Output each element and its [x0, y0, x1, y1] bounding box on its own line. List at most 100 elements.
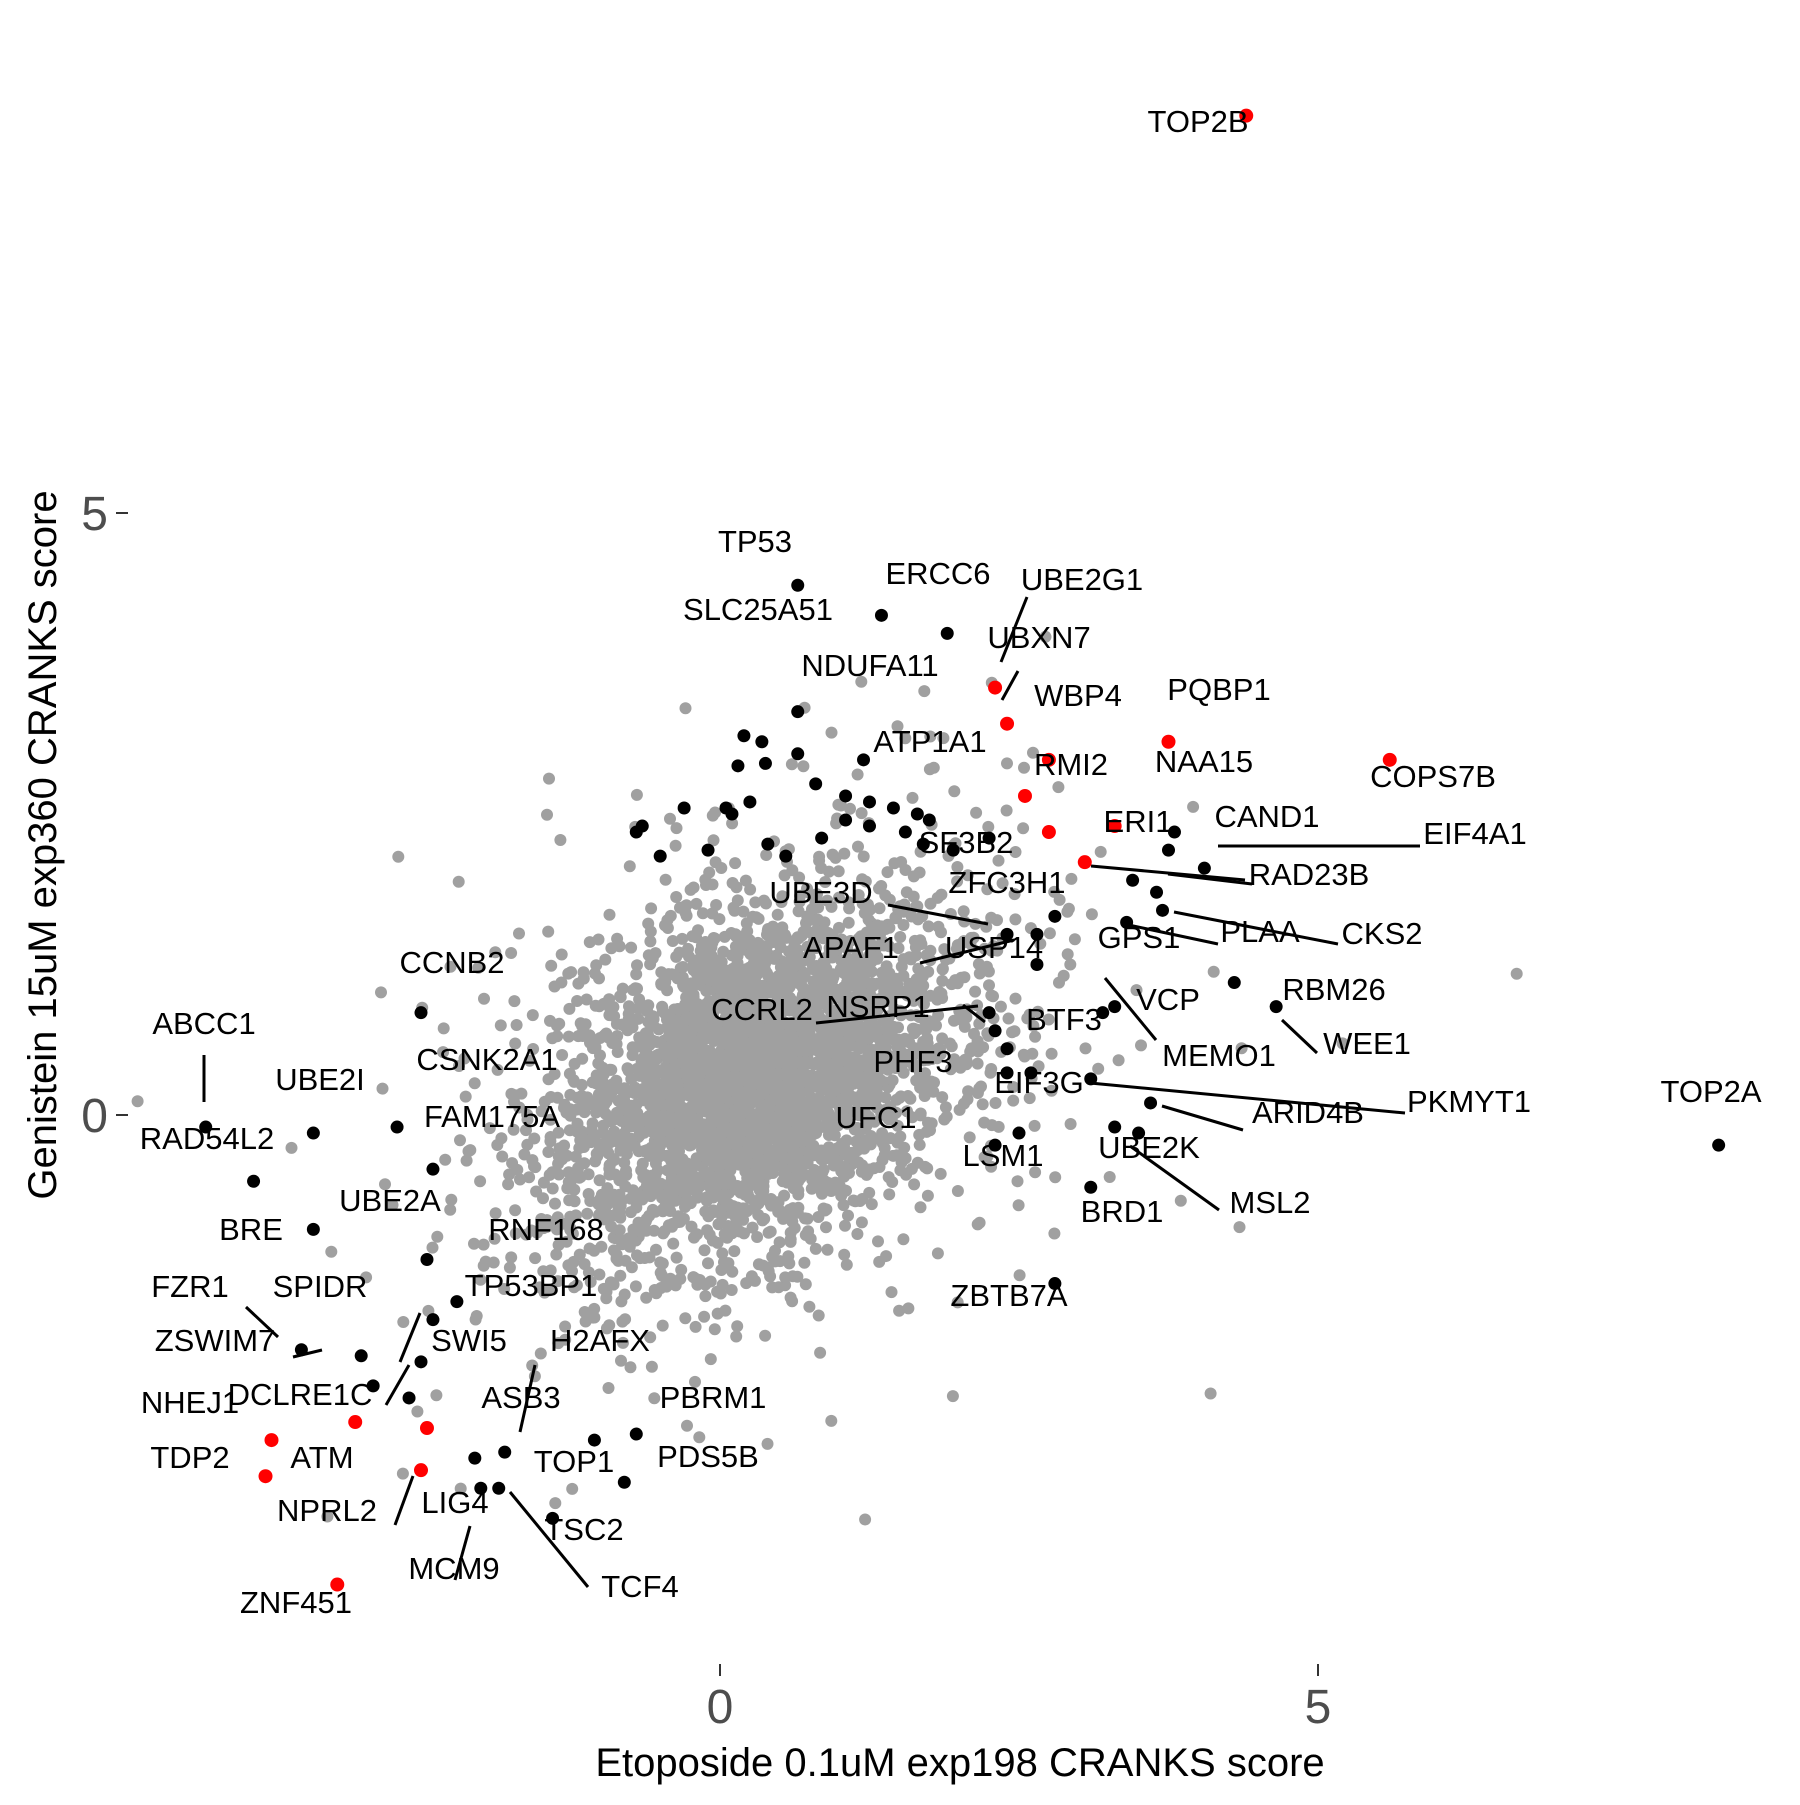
gene-label-top1: TOP1	[534, 1444, 614, 1479]
background-point	[790, 1147, 803, 1160]
background-point	[555, 948, 568, 961]
point-unlabeled	[839, 789, 853, 803]
background-point	[706, 1023, 719, 1036]
background-point	[599, 953, 612, 966]
background-point	[829, 1034, 841, 1047]
background-point	[808, 1004, 821, 1016]
leader-line	[999, 596, 1029, 663]
point-pbrm1	[629, 1427, 643, 1441]
leader-line	[1090, 864, 1246, 882]
background-point	[868, 1115, 881, 1128]
background-point	[715, 971, 728, 984]
gene-label-ccrl2: CCRL2	[711, 992, 813, 1027]
background-point	[919, 1067, 931, 1080]
background-point	[508, 995, 521, 1008]
background-point	[935, 926, 947, 939]
background-point	[535, 1105, 548, 1118]
background-point	[603, 1319, 616, 1332]
background-point	[1112, 1054, 1125, 1067]
background-point	[825, 944, 838, 957]
background-point	[1062, 902, 1075, 915]
background-point	[528, 1132, 541, 1145]
background-point	[766, 1167, 779, 1179]
background-point	[914, 1201, 927, 1214]
background-point	[460, 1154, 473, 1167]
gene-label-ndufa11: NDUFA11	[801, 648, 938, 683]
background-point	[982, 820, 995, 833]
background-point	[839, 1161, 852, 1174]
background-point	[563, 1002, 576, 1015]
background-point	[654, 1078, 667, 1091]
background-point	[827, 971, 840, 984]
background-point	[703, 963, 716, 976]
point-dclre1c	[402, 1391, 416, 1405]
background-point	[758, 1142, 770, 1155]
point-ndufa11	[791, 705, 805, 719]
background-point	[716, 1278, 729, 1291]
background-point	[771, 1196, 784, 1209]
background-point	[491, 1139, 504, 1151]
background-point	[614, 1199, 627, 1212]
background-point	[1057, 969, 1070, 982]
background-point	[544, 1014, 556, 1027]
background-point	[647, 1019, 660, 1032]
background-point	[699, 1290, 712, 1303]
background-point	[684, 1197, 697, 1210]
background-point	[477, 1259, 490, 1272]
background-point	[906, 1111, 919, 1124]
background-point	[622, 1012, 635, 1025]
background-point	[761, 1261, 774, 1274]
background-point	[697, 972, 710, 985]
background-point	[1018, 761, 1030, 774]
background-point	[970, 806, 983, 819]
gene-label-tp53: TP53	[718, 524, 792, 559]
background-point	[753, 1184, 766, 1197]
background-point	[823, 865, 835, 878]
background-point	[583, 936, 596, 949]
background-point	[951, 1296, 964, 1309]
background-point	[799, 989, 811, 1002]
background-point	[649, 947, 662, 960]
background-point	[936, 974, 949, 987]
background-point	[699, 1205, 712, 1218]
background-point	[659, 873, 672, 886]
background-point	[906, 791, 919, 804]
background-point	[670, 1251, 683, 1264]
point-fzr1	[294, 1343, 308, 1357]
point-unlabeled	[779, 849, 793, 863]
background-point	[507, 1123, 520, 1136]
background-point	[541, 808, 553, 821]
background-point	[913, 1138, 926, 1151]
gene-label-usp14: USP14	[945, 930, 1043, 965]
point-top2a	[1712, 1138, 1726, 1152]
point-unlabeled	[725, 807, 739, 821]
background-point	[1028, 1119, 1041, 1132]
point-brd1	[1108, 1120, 1122, 1134]
background-point	[656, 1319, 669, 1332]
background-point	[670, 950, 683, 963]
point-eif4a1	[1197, 861, 1211, 875]
background-point	[584, 1136, 597, 1149]
background-point	[760, 849, 773, 861]
background-point	[657, 978, 670, 991]
background-point	[1009, 846, 1022, 858]
background-point	[1235, 1042, 1248, 1055]
background-point	[914, 1081, 927, 1094]
background-point	[808, 986, 821, 999]
gene-label-lig4: LIG4	[421, 1485, 488, 1520]
background-point	[894, 1164, 907, 1177]
background-point	[863, 987, 876, 1000]
background-point	[696, 907, 709, 920]
background-point	[503, 1168, 516, 1181]
background-point	[1012, 1199, 1025, 1212]
background-point	[922, 920, 935, 933]
highlight-point-ube2g1	[988, 680, 1003, 695]
background-point	[431, 1230, 444, 1243]
background-point	[711, 1236, 724, 1249]
background-point	[669, 839, 682, 852]
background-point	[714, 1001, 727, 1014]
background-point	[940, 1110, 953, 1123]
background-point	[678, 1032, 691, 1045]
background-point	[759, 1121, 772, 1134]
background-point	[593, 972, 605, 985]
